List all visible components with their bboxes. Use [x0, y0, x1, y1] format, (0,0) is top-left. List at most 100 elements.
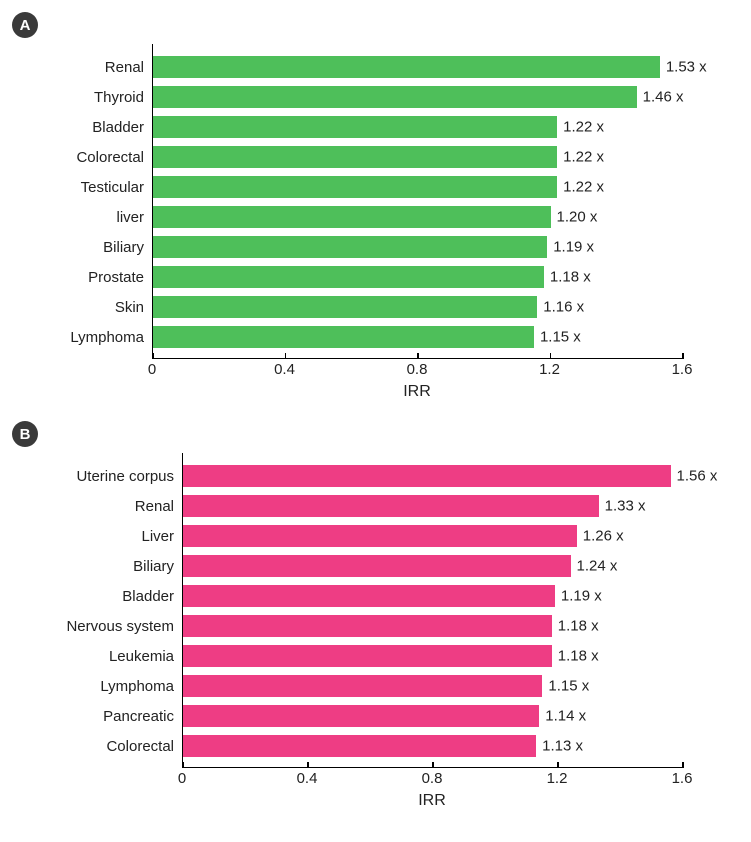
bar: 1.19 x: [153, 236, 547, 258]
bar-fill: [153, 176, 557, 198]
category-label: liver: [42, 209, 152, 226]
x-tick-label: 1.6: [672, 770, 693, 787]
x-axis-ticks: 00.40.81.21.6: [182, 768, 682, 790]
chart-wrap: Renal Thyroid Bladder Colorectal Testicular l…: [42, 44, 739, 401]
x-tick-label: 0.8: [422, 770, 443, 787]
category-label: Biliary: [42, 239, 152, 256]
bar-fill: [153, 146, 557, 168]
category-label: Lymphoma: [42, 329, 152, 346]
bar: 1.33 x: [183, 495, 599, 517]
category-label: Nervous system: [42, 618, 182, 635]
bar-fill: [153, 56, 660, 78]
bar: 1.18 x: [153, 266, 544, 288]
x-tick-label: 0: [148, 361, 156, 378]
panel-badge: A: [12, 12, 38, 38]
bar: 1.22 x: [153, 146, 557, 168]
bar-fill: [153, 116, 557, 138]
bar-fill: [153, 326, 534, 348]
value-label: 1.22 x: [557, 179, 604, 196]
value-label: 1.56 x: [671, 468, 718, 485]
chart-wrap: Uterine corpus Renal Liver Biliary Bladder Ne…: [42, 453, 739, 810]
panel-badge: B: [12, 421, 38, 447]
value-label: 1.19 x: [555, 588, 602, 605]
bar-chart: Uterine corpus Renal Liver Biliary Bladder Ne…: [42, 453, 739, 810]
value-label: 1.46 x: [637, 89, 684, 106]
value-label: 1.13 x: [536, 738, 583, 755]
bar: 1.22 x: [153, 176, 557, 198]
category-label: Testicular: [42, 179, 152, 196]
panel-a: A Renal Thyroid Bladder Colorectal Testicular…: [12, 12, 739, 401]
category-label: Skin: [42, 299, 152, 316]
value-label: 1.18 x: [552, 618, 599, 635]
category-label: Liver: [42, 528, 182, 545]
category-label: Lymphoma: [42, 678, 182, 695]
bar-fill: [153, 86, 637, 108]
bar-fill: [183, 495, 599, 517]
bar: 1.14 x: [183, 705, 539, 727]
value-label: 1.22 x: [557, 119, 604, 136]
value-label: 1.26 x: [577, 528, 624, 545]
bar-fill: [183, 555, 571, 577]
bar: 1.24 x: [183, 555, 571, 577]
category-label: Prostate: [42, 269, 152, 286]
category-label: Bladder: [42, 119, 152, 136]
bar-fill: [183, 585, 555, 607]
bar: 1.53 x: [153, 56, 660, 78]
bar-chart: Renal Thyroid Bladder Colorectal Testicular l…: [42, 44, 739, 401]
bar-fill: [153, 266, 544, 288]
value-label: 1.53 x: [660, 59, 707, 76]
bar-fill: [153, 296, 537, 318]
bar: 1.20 x: [153, 206, 551, 228]
bar: 1.26 x: [183, 525, 577, 547]
category-label: Colorectal: [42, 738, 182, 755]
x-tick-label: 1.2: [547, 770, 568, 787]
value-label: 1.18 x: [544, 269, 591, 286]
x-tick-label: 1.2: [539, 361, 560, 378]
bar-fill: [153, 206, 551, 228]
bar: 1.13 x: [183, 735, 536, 757]
bar-fill: [183, 525, 577, 547]
x-axis-title: IRR: [182, 792, 682, 810]
value-label: 1.15 x: [534, 329, 581, 346]
value-label: 1.20 x: [551, 209, 598, 226]
value-label: 1.19 x: [547, 239, 594, 256]
x-tick-label: 1.6: [672, 361, 693, 378]
x-tick-label: 0.8: [407, 361, 428, 378]
x-tick-label: 0.4: [274, 361, 295, 378]
bar-fill: [183, 615, 552, 637]
bar-fill: [183, 645, 552, 667]
bar-fill: [183, 465, 671, 487]
value-label: 1.16 x: [537, 299, 584, 316]
category-label: Bladder: [42, 588, 182, 605]
bar: 1.18 x: [183, 645, 552, 667]
x-axis-title: IRR: [152, 383, 682, 401]
category-label: Uterine corpus: [42, 468, 182, 485]
category-label: Thyroid: [42, 89, 152, 106]
bar: 1.15 x: [183, 675, 542, 697]
category-label: Renal: [42, 498, 182, 515]
bar: 1.56 x: [183, 465, 671, 487]
value-label: 1.24 x: [571, 558, 618, 575]
value-label: 1.18 x: [552, 648, 599, 665]
bar: 1.18 x: [183, 615, 552, 637]
value-label: 1.33 x: [599, 498, 646, 515]
x-axis-ticks: 00.40.81.21.6: [152, 359, 682, 381]
category-label: Leukemia: [42, 648, 182, 665]
value-label: 1.15 x: [542, 678, 589, 695]
plot-area: 1.53 x1.46 x1.22 x1.22 x1.22 x1.20 x1.19…: [152, 44, 683, 359]
bar-fill: [153, 236, 547, 258]
x-tick-label: 0: [178, 770, 186, 787]
category-label: Colorectal: [42, 149, 152, 166]
x-tick-label: 0.4: [297, 770, 318, 787]
value-label: 1.22 x: [557, 149, 604, 166]
bar: 1.22 x: [153, 116, 557, 138]
bar-fill: [183, 735, 536, 757]
y-axis-labels: Renal Thyroid Bladder Colorectal Testicular l…: [42, 44, 152, 359]
value-label: 1.14 x: [539, 708, 586, 725]
category-label: Biliary: [42, 558, 182, 575]
category-label: Renal: [42, 59, 152, 76]
y-axis-labels: Uterine corpus Renal Liver Biliary Bladder Ne…: [42, 453, 182, 768]
bar: 1.19 x: [183, 585, 555, 607]
panel-b: B Uterine corpus Renal Liver Biliary Bladder N…: [12, 421, 739, 810]
bar-fill: [183, 705, 539, 727]
